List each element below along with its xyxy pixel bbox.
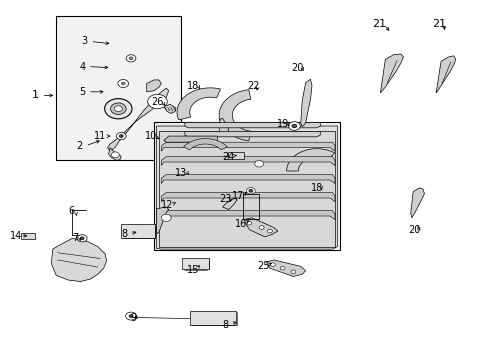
Bar [189,311,236,325]
Bar [182,258,208,269]
Circle shape [111,152,119,158]
Text: 11: 11 [94,131,106,141]
Polygon shape [163,104,176,113]
Bar [154,122,339,250]
Polygon shape [108,148,121,160]
Text: 22: 22 [246,81,259,91]
Text: 5: 5 [79,87,85,97]
Polygon shape [300,79,311,127]
Circle shape [280,266,285,270]
Polygon shape [163,136,217,142]
Circle shape [121,82,125,85]
Circle shape [288,122,300,130]
Polygon shape [184,131,320,137]
Text: 14: 14 [9,231,22,241]
Circle shape [110,103,126,114]
Text: 10: 10 [144,131,157,141]
Polygon shape [435,56,455,93]
Text: 6: 6 [69,206,75,216]
Text: 4: 4 [79,62,85,72]
Polygon shape [161,142,334,151]
Circle shape [125,312,136,320]
Text: 17: 17 [232,191,244,201]
Circle shape [104,99,132,119]
Polygon shape [146,80,161,92]
Circle shape [118,80,128,87]
Text: 12: 12 [161,200,173,210]
Polygon shape [266,260,305,276]
Text: 26: 26 [151,96,163,107]
Text: 18: 18 [310,183,323,193]
Text: 21: 21 [371,19,385,30]
Bar [121,224,154,238]
Circle shape [129,315,133,318]
Polygon shape [243,218,277,237]
Polygon shape [219,90,250,141]
Text: 2: 2 [77,141,82,151]
Polygon shape [410,188,424,218]
Circle shape [147,94,167,109]
Text: 3: 3 [81,36,87,46]
Polygon shape [161,157,334,166]
Text: 8: 8 [122,229,127,239]
Bar [20,233,35,239]
Polygon shape [286,149,334,171]
Text: 7: 7 [73,233,79,243]
Polygon shape [156,126,337,249]
Polygon shape [177,88,220,120]
Polygon shape [380,54,403,93]
Circle shape [161,214,171,221]
Text: 9: 9 [130,312,136,323]
Text: 1: 1 [32,90,39,100]
Polygon shape [184,122,320,128]
Text: 15: 15 [186,265,199,275]
Text: 19: 19 [276,119,288,129]
Circle shape [248,189,252,192]
Polygon shape [51,238,106,282]
Bar [243,194,258,219]
Circle shape [270,263,275,266]
Polygon shape [159,131,334,247]
Text: 24: 24 [222,152,235,162]
Text: 13: 13 [174,168,187,178]
Text: 8: 8 [222,320,227,330]
Circle shape [114,106,122,112]
Bar [227,152,243,159]
Circle shape [77,235,87,242]
Text: 20: 20 [407,225,420,235]
Text: 21: 21 [431,19,445,30]
Polygon shape [161,193,334,202]
Polygon shape [161,211,334,220]
Text: 16: 16 [234,219,246,229]
Circle shape [246,221,251,225]
Polygon shape [183,139,226,150]
Circle shape [254,161,263,167]
Polygon shape [161,175,334,184]
Polygon shape [156,207,168,234]
Circle shape [290,270,295,274]
Circle shape [129,57,133,60]
Circle shape [267,229,272,233]
Circle shape [291,124,296,128]
Circle shape [80,237,84,240]
Bar [56,16,181,160]
Circle shape [119,135,123,138]
Polygon shape [222,198,237,210]
Text: 23: 23 [219,194,232,204]
Circle shape [246,188,255,194]
Polygon shape [219,118,228,135]
Text: 20: 20 [290,63,303,73]
Text: 25: 25 [256,261,269,271]
Circle shape [259,226,264,229]
Text: 18: 18 [186,81,199,91]
Polygon shape [107,88,168,151]
Circle shape [116,132,126,140]
Circle shape [126,55,136,62]
